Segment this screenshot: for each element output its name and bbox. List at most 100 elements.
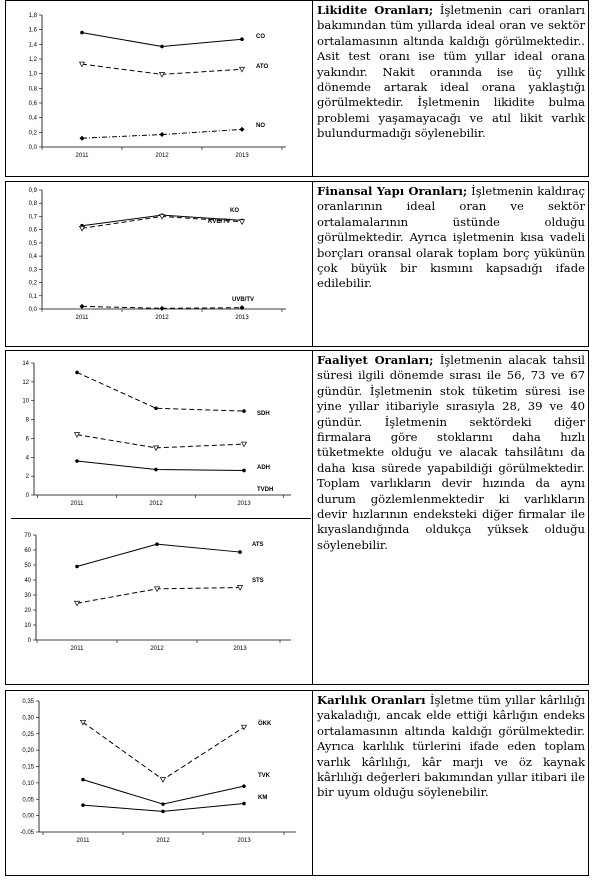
series-line-adh [76, 434, 245, 449]
series-label: ATS [252, 542, 264, 548]
data-point [242, 801, 246, 806]
data-point [78, 225, 86, 232]
series-label: TVK [258, 773, 271, 779]
table-cell-text-finansal [312, 181, 589, 347]
x-tick-label: 2013 [237, 838, 251, 844]
data-point [81, 803, 85, 807]
data-point [161, 802, 165, 806]
series-line--kk [82, 721, 245, 781]
series-label: ÖKK [258, 720, 272, 727]
y-tick-label: 0,3 [29, 267, 38, 273]
data-point [155, 542, 159, 546]
y-tick-label: 4 [26, 455, 30, 461]
y-tick-label: 0,6 [29, 228, 38, 234]
y-tick-label: 0 [28, 638, 32, 644]
x-tick-label: 2012 [155, 153, 169, 159]
data-point [159, 132, 165, 138]
y-tick-label: 20 [24, 608, 31, 614]
finansal-heading: Finansal Yapı Oranları; [317, 184, 468, 198]
y-tick-label: 0,8 [29, 201, 38, 207]
karlilik-text: Karlılık Oranları İşletme tüm yıllar kâr… [317, 693, 585, 801]
data-point [161, 809, 165, 814]
y-tick-label: 2 [26, 474, 30, 480]
series-line-sdh [76, 371, 245, 412]
y-tick-label: 0,15 [22, 765, 34, 771]
data-point [239, 305, 245, 311]
data-point [79, 303, 85, 309]
series-label: KO [230, 208, 239, 214]
y-tick-label: 0 [26, 493, 30, 499]
y-tick-label: 0,20 [22, 748, 34, 754]
y-tick-label: 10 [22, 399, 29, 405]
data-point [152, 445, 160, 452]
likidite-heading: Likidite Oranları; [317, 3, 434, 17]
y-tick-label: 0,5 [29, 241, 38, 247]
y-tick-label: 50 [24, 563, 31, 569]
y-tick-label: 12 [22, 380, 29, 386]
x-tick-label: 2011 [76, 153, 90, 159]
karlilik-chart: -0,05 0,00 0,05 0,10 0,15 0,20 0,25 0,30 0,35 201… [20, 699, 296, 844]
data-point [158, 214, 166, 220]
y-tick-label: 60 [24, 548, 31, 554]
data-point [75, 564, 79, 569]
series-line-sts [76, 587, 241, 604]
x-tick-label: 2013 [237, 501, 251, 507]
y-tick-label: 30 [24, 593, 31, 599]
y-tick-label: 0,10 [22, 781, 34, 787]
data-point [153, 586, 161, 593]
y-tick-label: 1,6 [29, 28, 38, 34]
data-point [79, 135, 85, 141]
y-tick-label: 0,2 [29, 281, 38, 287]
y-tick-label: 0,9 [29, 188, 38, 194]
karlilik-body: İşletme tüm yıllar kârlılığı yakaladığı,… [317, 693, 586, 800]
likidite-text: Likidite Oranları; İşletmenin cari oranl… [317, 3, 585, 142]
series-label: NO [256, 123, 265, 129]
finansal-text: Finansal Yapı Oranları; İşletmenin kaldı… [317, 184, 585, 292]
data-point [78, 61, 86, 68]
x-tick-label: 2012 [149, 501, 163, 507]
x-tick-label: 2012 [156, 838, 170, 844]
data-point [160, 44, 164, 49]
y-tick-label: 0,4 [29, 116, 38, 122]
x-tick-label: 2011 [71, 646, 85, 652]
series-line-tvdh [76, 460, 245, 471]
series-label: KM [258, 795, 267, 801]
finansal-yapi-chart: 0,0 0,1 0,2 0,3 0,4 0,5 0,6 0,7 0,8 0,9 2011 2012 20… [29, 188, 286, 321]
x-tick-label: 2011 [76, 315, 90, 321]
y-tick-label: 0,25 [22, 732, 34, 738]
y-tick-label: 0,2 [29, 130, 38, 136]
series-label: TVDH [257, 487, 273, 493]
series-label: ATO [256, 64, 268, 70]
data-point [242, 784, 246, 788]
likidite-body: İşletmenin cari oranları bakımından tüm … [317, 3, 585, 141]
data-point [240, 724, 248, 731]
x-tick-label: 2013 [233, 646, 247, 652]
data-point [240, 441, 248, 448]
y-tick-label: 0,05 [22, 797, 34, 803]
data-point [80, 30, 84, 35]
table-cell-text-likidite [312, 0, 589, 177]
x-tick-label: 2012 [150, 646, 164, 652]
y-tick-label: 14 [22, 361, 29, 367]
data-point [75, 459, 79, 463]
table-cell-text-faaliyet [312, 350, 589, 685]
y-tick-label: 1,4 [29, 42, 38, 48]
series-label: KVB/TV [208, 219, 230, 225]
faaliyet-sure-chart: 0 10 20 30 40 50 60 70 2011 2012 2013 ATS STS [24, 533, 291, 652]
data-point [239, 126, 245, 132]
data-point [154, 406, 158, 411]
data-point [159, 305, 165, 311]
data-point [159, 777, 167, 783]
faaliyet-body: İşletmenin alacak tahsil süresi ilgili d… [317, 353, 585, 552]
y-tick-label: 0,00 [22, 814, 34, 820]
y-tick-label: 0,6 [29, 101, 38, 107]
y-tick-label: 6 [26, 436, 30, 442]
finansal-body: İşletmenin kaldıraç oranlarının ideal or… [317, 184, 586, 291]
x-tick-label: 2012 [155, 315, 169, 321]
faaliyet-text: Faaliyet Oranları; İşletmenin alacak tah… [317, 353, 585, 553]
y-tick-label: 40 [24, 578, 31, 584]
y-tick-label: 8 [26, 418, 30, 424]
likidite-chart: 0,0 0,2 0,4 0,6 0,8 1,0 1,2 1,4 1,6 1,8 2011 2012 20… [29, 13, 286, 159]
y-tick-label: 1,0 [29, 72, 38, 78]
data-point [73, 600, 81, 607]
